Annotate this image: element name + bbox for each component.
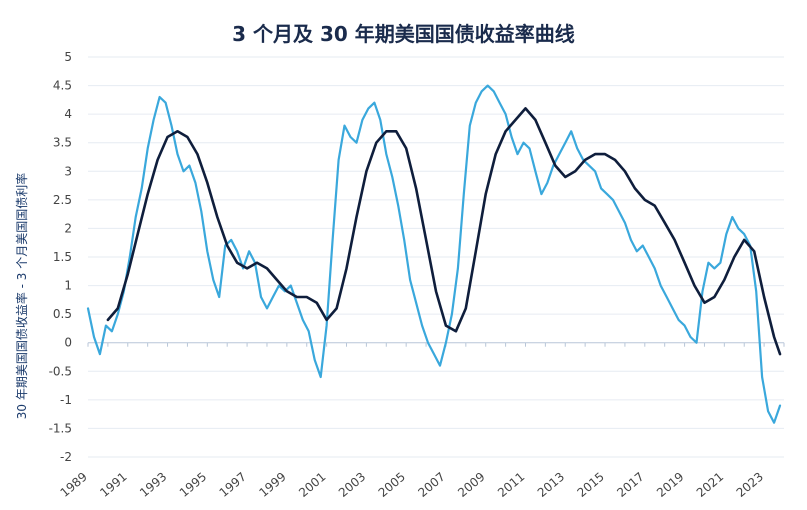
- x-tick-label: 1997: [217, 470, 249, 500]
- y-tick-label: 2: [64, 221, 72, 235]
- y-tick-label: -1.5: [49, 421, 72, 435]
- x-tick-label: 2015: [575, 470, 607, 500]
- y-tick-label: 0: [64, 336, 72, 350]
- y-tick-label: 3: [64, 164, 72, 178]
- grid-lines: [87, 56, 785, 458]
- x-tick-label: 2007: [415, 470, 447, 500]
- x-tick-label: 1999: [256, 470, 288, 500]
- y-tick-label: 4: [64, 107, 72, 121]
- x-tick-label: 2017: [614, 470, 646, 500]
- y-tick-label: -2: [60, 450, 72, 464]
- x-tick-label: 2005: [376, 470, 408, 500]
- x-tick-label: 1989: [58, 470, 90, 500]
- y-tick-label: 2.5: [53, 193, 72, 207]
- x-tick-label: 1993: [137, 470, 169, 500]
- y-tick-label: 5: [64, 50, 72, 64]
- chart-title: 3 个月及 30 年期美国国债收益率曲线: [232, 22, 575, 46]
- x-tick-label: 2009: [455, 470, 487, 500]
- x-tick-label: 1995: [177, 470, 209, 500]
- y-tick-label: -1: [60, 393, 72, 407]
- y-tick-label: 4.5: [53, 79, 72, 93]
- y-tick-label: 3.5: [53, 136, 72, 150]
- x-tick-label: 1991: [97, 470, 129, 500]
- y-tick-label: 0.5: [53, 307, 72, 321]
- series-lines: [86, 84, 782, 424]
- x-tick-label: 2019: [654, 470, 686, 500]
- y-tick-label: 1.5: [53, 250, 72, 264]
- y-tick-labels: 5 4.5 4 3.5 3 2.5 2 1.5 1 0.5 0 -0.5 -1 -1.5 -2: [49, 50, 72, 464]
- x-tick-label: 2003: [336, 470, 368, 500]
- x-tick-label: 2013: [535, 470, 567, 500]
- x-tick-labels: 1989 1991 1993 1995 1997 1999 2001 2003 2005 2007…: [58, 470, 767, 500]
- x-tick-label: 2011: [495, 470, 527, 500]
- series-line-spread: [86, 84, 782, 424]
- y-tick-label: -0.5: [49, 364, 72, 378]
- x-tick-label: 2021: [694, 470, 726, 500]
- series-line-smoothed: [106, 107, 782, 356]
- x-tick-label: 2001: [296, 470, 328, 500]
- x-tick-label: 2023: [734, 470, 766, 500]
- y-tick-label: 1: [64, 279, 72, 293]
